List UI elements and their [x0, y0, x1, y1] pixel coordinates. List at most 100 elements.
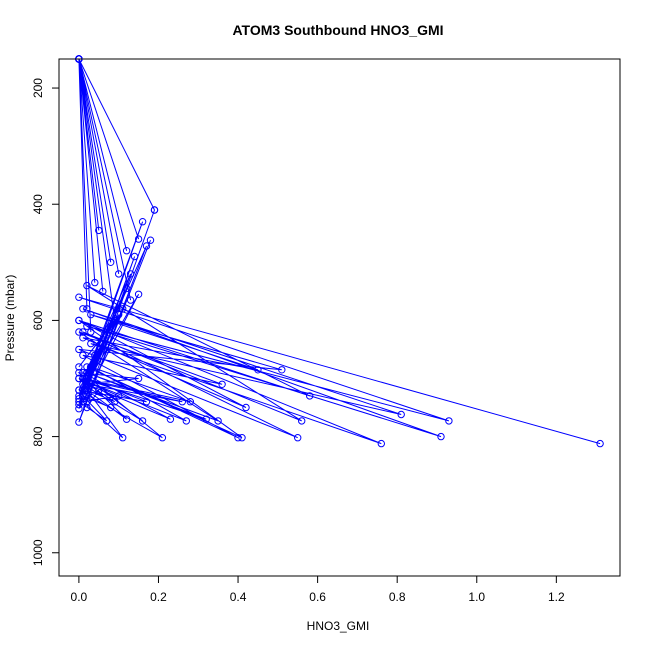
data-point	[134, 290, 143, 298]
data-point	[107, 258, 115, 266]
data-point	[437, 432, 445, 441]
data-point	[122, 415, 131, 423]
data-point	[87, 328, 95, 336]
chart-title: ATOM3 Southbound HNO3_GMI	[232, 22, 443, 38]
data-point	[306, 392, 314, 400]
data-point	[126, 296, 135, 304]
x-tick-label: 1.2	[548, 590, 565, 604]
data-point	[83, 380, 91, 388]
data-point	[87, 363, 95, 371]
data-point	[238, 434, 246, 442]
data-point	[83, 392, 91, 400]
data-point	[298, 417, 306, 425]
data-point	[83, 281, 91, 290]
data-point	[91, 351, 99, 359]
data-point	[79, 386, 87, 394]
data-point	[111, 316, 119, 325]
data-point	[79, 351, 87, 359]
y-tick-label: 200	[31, 78, 45, 98]
series-line-1	[77, 285, 601, 445]
data-point	[75, 418, 83, 426]
data-point	[596, 439, 604, 448]
data-point	[79, 369, 87, 377]
data-point	[103, 417, 111, 425]
data-point	[377, 439, 385, 448]
data-point	[95, 226, 103, 235]
series-line-2	[78, 58, 155, 333]
x-axis: 0.0 0.2 0.4 0.6 0.8 1.0 1.2	[71, 575, 565, 604]
x-tick-label: 0.8	[389, 590, 406, 604]
data-point	[278, 366, 286, 374]
plot-frame	[58, 58, 621, 577]
y-tick-label: 400	[31, 194, 45, 214]
data-point	[445, 417, 453, 425]
data-point	[103, 331, 111, 339]
data-point	[83, 363, 91, 371]
data-point	[242, 403, 250, 412]
data-point	[107, 403, 115, 412]
data-point	[111, 398, 119, 406]
series-lines	[77, 58, 601, 445]
data-point	[79, 305, 87, 313]
data-point	[119, 434, 127, 442]
data-point	[83, 322, 91, 330]
data-point	[214, 417, 222, 425]
data-point	[75, 386, 83, 394]
data-point	[75, 293, 83, 301]
data-point	[75, 345, 83, 354]
data-point	[186, 398, 195, 406]
data-point	[142, 398, 151, 406]
data-point	[182, 417, 191, 425]
x-tick-label: 1.0	[468, 590, 485, 604]
data-point	[107, 322, 115, 330]
data-point	[75, 398, 83, 406]
y-tick-label: 600	[31, 310, 45, 330]
data-point	[83, 374, 91, 383]
data-point	[126, 270, 135, 278]
data-point	[75, 374, 83, 383]
data-point	[397, 410, 405, 419]
data-point	[202, 415, 210, 423]
data-point	[79, 380, 87, 388]
y-axis: 200 400 600 800 1000	[31, 78, 60, 566]
data-point	[83, 386, 91, 394]
x-tick-label: 0.0	[71, 590, 88, 604]
data-point	[87, 339, 95, 348]
data-point	[178, 398, 187, 406]
data-point	[115, 392, 123, 400]
data-point	[122, 284, 131, 293]
data-point	[99, 287, 107, 296]
data-point	[79, 334, 87, 342]
data-point	[130, 252, 139, 261]
data-point	[122, 247, 131, 255]
data-point	[91, 278, 99, 287]
data-point	[87, 310, 95, 319]
y-tick-label: 800	[31, 426, 45, 446]
data-point	[75, 363, 83, 371]
data-point	[134, 374, 143, 383]
data-point	[83, 398, 91, 406]
data-point	[150, 206, 159, 214]
y-tick-label: 1000	[31, 539, 45, 566]
x-axis-label: HNO3_GMI	[307, 619, 370, 633]
data-point	[75, 405, 83, 413]
data-point	[138, 218, 147, 226]
data-point	[294, 434, 302, 442]
data-point	[166, 415, 175, 423]
data-point	[138, 417, 147, 425]
data-point	[79, 392, 87, 400]
data-point	[75, 392, 83, 400]
data-point	[115, 310, 123, 319]
data-point	[83, 369, 91, 377]
data-point	[83, 403, 91, 412]
data-point	[83, 305, 91, 313]
data-point	[234, 434, 242, 442]
data-point	[75, 316, 83, 325]
x-tick-label: 0.4	[230, 590, 247, 604]
data-point	[99, 339, 107, 348]
y-axis-label: Pressure (mbar)	[3, 275, 17, 362]
data-point	[79, 398, 87, 406]
data-point	[218, 380, 226, 388]
data-point	[119, 305, 127, 313]
